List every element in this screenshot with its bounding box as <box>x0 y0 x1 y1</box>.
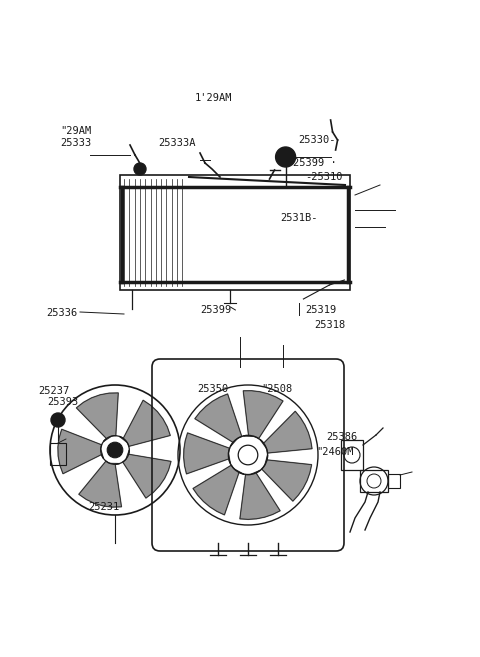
Text: 25330-: 25330- <box>298 135 336 145</box>
Polygon shape <box>58 429 103 474</box>
Text: "2460M: "2460M <box>316 447 353 457</box>
Text: 25399: 25399 <box>200 305 231 315</box>
Polygon shape <box>184 433 230 474</box>
Text: 25237: 25237 <box>38 386 69 396</box>
Polygon shape <box>79 461 121 507</box>
Text: 25393: 25393 <box>47 397 78 407</box>
Polygon shape <box>123 450 171 498</box>
Text: 25350: 25350 <box>197 384 228 394</box>
Circle shape <box>134 163 146 175</box>
Bar <box>341 440 363 470</box>
Polygon shape <box>195 394 242 447</box>
Polygon shape <box>76 393 118 442</box>
Bar <box>388 474 400 488</box>
Text: 25333A: 25333A <box>158 138 195 148</box>
Text: 25231: 25231 <box>88 502 119 512</box>
Text: 25333: 25333 <box>60 138 91 148</box>
Text: "2508: "2508 <box>261 384 292 394</box>
Bar <box>360 470 388 492</box>
Polygon shape <box>120 400 170 446</box>
Circle shape <box>276 147 296 167</box>
Text: -25310: -25310 <box>305 172 343 182</box>
Circle shape <box>107 442 123 458</box>
Text: 25336: 25336 <box>46 308 77 318</box>
Text: 25318: 25318 <box>314 320 345 330</box>
Text: 25399 ·: 25399 · <box>293 158 337 168</box>
Circle shape <box>51 413 65 427</box>
Polygon shape <box>243 391 283 439</box>
Polygon shape <box>240 470 280 520</box>
Text: 2531B-: 2531B- <box>280 213 317 223</box>
Text: 25319: 25319 <box>305 305 336 315</box>
Bar <box>50 443 66 465</box>
Polygon shape <box>260 411 312 453</box>
Text: 25386: 25386 <box>326 432 357 442</box>
Polygon shape <box>262 455 312 501</box>
Text: "29AM: "29AM <box>60 126 91 136</box>
Text: 1'29AM: 1'29AM <box>195 93 232 103</box>
Polygon shape <box>193 465 244 515</box>
Bar <box>120 175 350 290</box>
